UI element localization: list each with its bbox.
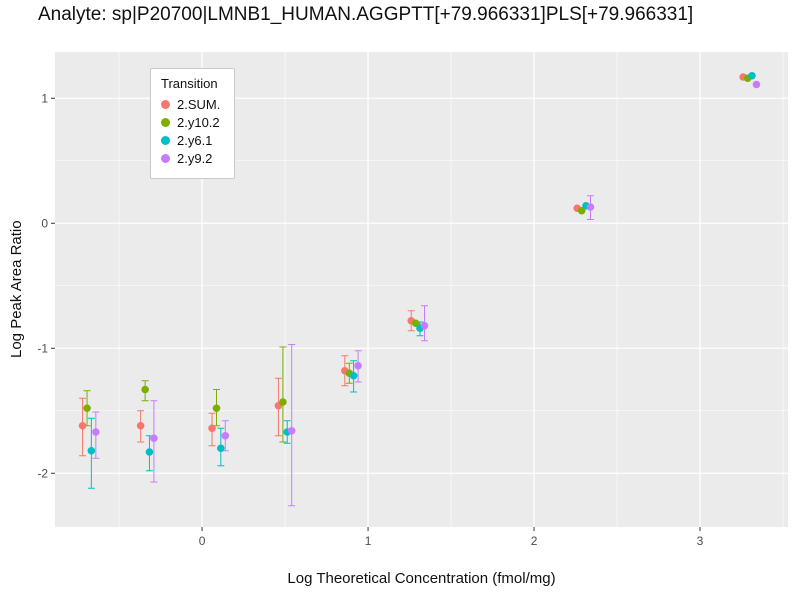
data-point <box>212 404 221 413</box>
legend-items: 2.SUM. 2.y10.2 2.y6.1 2.y9.2 <box>161 97 220 166</box>
x-axis-label: Log Theoretical Concentration (fmol/mg) <box>287 570 556 587</box>
data-point <box>420 321 429 330</box>
x-tick-label: 1 <box>365 534 372 548</box>
y-tick-label: 1 <box>41 91 48 105</box>
y-tick-label: -1 <box>37 341 48 355</box>
y-tick-label: -2 <box>37 466 48 480</box>
data-point <box>354 361 362 370</box>
data-point <box>287 426 296 435</box>
data-point <box>586 203 595 211</box>
legend-swatch <box>161 136 170 145</box>
legend-item: 2.SUM. <box>161 97 220 112</box>
legend-swatch <box>161 154 170 163</box>
data-point <box>150 434 158 443</box>
data-point <box>78 421 87 430</box>
x-tick-label: 0 <box>199 534 206 548</box>
data-point <box>752 80 761 89</box>
x-tick-label: 2 <box>531 534 538 548</box>
data-point <box>208 424 216 433</box>
data-point <box>577 206 586 215</box>
data-point <box>748 71 756 80</box>
legend-swatch <box>161 100 170 109</box>
legend-label: 2.y9.2 <box>177 151 213 166</box>
legend-label: 2.y6.1 <box>177 133 213 148</box>
legend-item: 2.y10.2 <box>161 115 220 130</box>
data-point <box>83 404 91 413</box>
data-point <box>92 428 100 436</box>
data-point <box>279 398 287 406</box>
data-point <box>349 371 358 380</box>
y-tick-label: 0 <box>41 216 48 230</box>
legend-item: 2.y9.2 <box>161 151 220 166</box>
data-point <box>141 385 149 394</box>
legend-item: 2.y6.1 <box>161 133 220 148</box>
chart-title: Analyte: sp|P20700|LMNB1_HUMAN.AGGPTT[+7… <box>38 4 694 25</box>
data-point <box>217 444 225 453</box>
data-point <box>87 446 96 455</box>
legend-label: 2.y10.2 <box>177 115 220 130</box>
legend-swatch <box>161 118 170 127</box>
x-tick-label: 3 <box>697 534 704 548</box>
data-point <box>136 421 145 430</box>
legend-label: 2.SUM. <box>177 97 221 112</box>
data-point <box>411 319 420 328</box>
data-point <box>221 431 230 440</box>
data-point <box>145 448 154 456</box>
legend-title: Transition <box>161 76 218 91</box>
legend: Transition 2.SUM. 2.y10.2 2.y6.1 2.y9.2 <box>150 68 236 179</box>
